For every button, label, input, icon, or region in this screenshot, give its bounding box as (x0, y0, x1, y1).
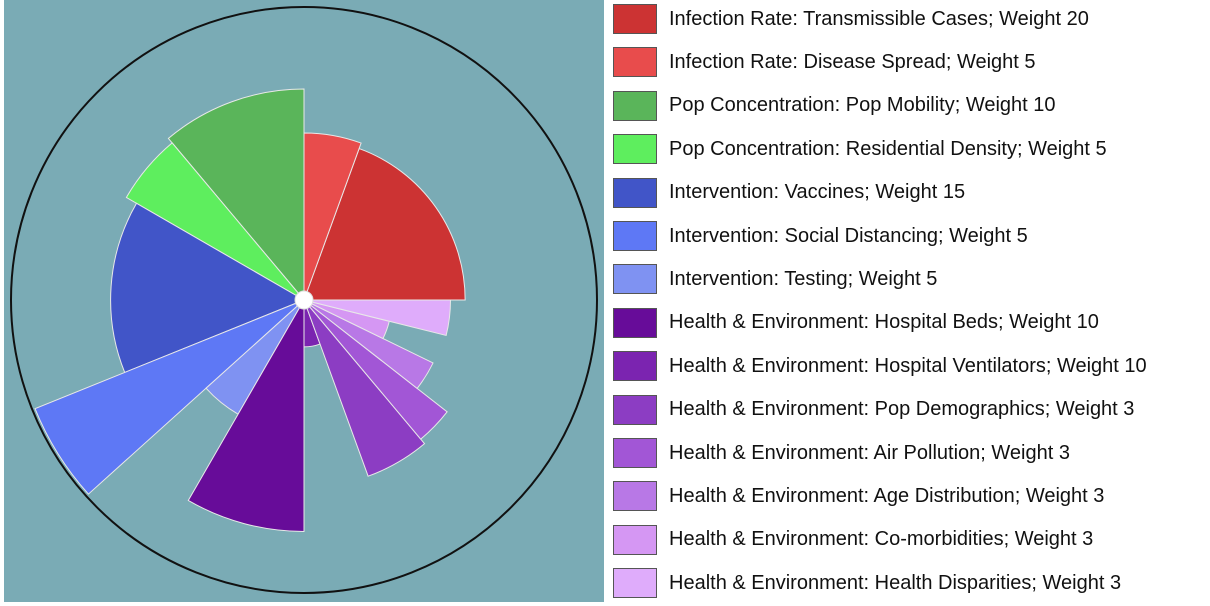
legend-item-1: Infection Rate: Disease Spread; Weight 5 (613, 45, 1210, 79)
chart-slice-7 (187, 298, 305, 532)
chart-legend: Infection Rate: Transmissible Cases; Wei… (613, 0, 1210, 606)
chart-canvas (4, 0, 604, 602)
legend-swatch (613, 351, 657, 382)
legend-label: Intervention: Social Distancing; Weight … (669, 224, 1028, 247)
chart-slice-2 (167, 88, 305, 302)
legend-item-7: Health & Environment: Hospital Beds; Wei… (613, 306, 1210, 340)
legend-label: Health & Environment: Air Pollution; Wei… (669, 441, 1070, 464)
legend-swatch (613, 568, 657, 599)
legend-item-11: Health & Environment: Age Distribution; … (613, 479, 1210, 513)
chart-slice-11 (303, 299, 434, 390)
legend-label: Pop Concentration: Pop Mobility; Weight … (669, 94, 1056, 117)
legend-item-10: Health & Environment: Air Pollution; Wei… (613, 436, 1210, 470)
legend-swatch (613, 524, 657, 555)
chart-slice-10 (303, 299, 448, 440)
legend-label: Pop Concentration: Residential Density; … (669, 137, 1107, 160)
legend-item-9: Health & Environment: Pop Demographics; … (613, 393, 1210, 427)
legend-swatch (613, 221, 657, 251)
chart-slice-4 (110, 202, 306, 374)
legend-label: Health & Environment: Pop Demographics; … (669, 398, 1135, 421)
legend-label: Health & Environment: Hospital Ventilato… (669, 354, 1147, 377)
chart-slice-0 (303, 147, 466, 301)
legend-swatch (613, 264, 657, 295)
legend-label: Intervention: Vaccines; Weight 15 (669, 181, 966, 204)
legend-label: Intervention: Testing; Weight 5 (669, 267, 938, 290)
center-hub (294, 290, 314, 310)
legend-swatch (613, 47, 657, 78)
legend-item-5: Intervention: Social Distancing; Weight … (613, 219, 1210, 253)
legend-swatch (613, 307, 657, 338)
legend-label: Infection Rate: Transmissible Cases; Wei… (669, 7, 1089, 30)
outer-ring (10, 6, 598, 594)
chart-slice-9 (303, 299, 426, 477)
legend-label: Health & Environment: Hospital Beds; Wei… (669, 311, 1099, 334)
chart-slice-5 (34, 299, 305, 495)
legend-swatch (613, 90, 657, 121)
legend-label: Health & Environment: Health Disparities… (669, 571, 1122, 594)
legend-swatch (613, 438, 657, 468)
chart-slice-13 (303, 299, 452, 337)
legend-swatch (613, 4, 657, 34)
chart-slice-3 (125, 142, 305, 301)
legend-label: Health & Environment: Age Distribution; … (669, 484, 1105, 507)
legend-item-2: Pop Concentration: Pop Mobility; Weight … (613, 89, 1210, 123)
polar-area-chart (4, 0, 604, 602)
legend-item-3: Pop Concentration: Residential Density; … (613, 132, 1210, 166)
legend-swatch (613, 481, 657, 512)
legend-swatch (613, 394, 657, 425)
legend-item-8: Health & Environment: Hospital Ventilato… (613, 349, 1210, 383)
legend-item-6: Intervention: Testing; Weight 5 (613, 262, 1210, 296)
legend-label: Health & Environment: Co-morbidities; We… (669, 528, 1094, 551)
legend-item-13: Health & Environment: Health Disparities… (613, 566, 1210, 600)
legend-item-0: Infection Rate: Transmissible Cases; Wei… (613, 2, 1210, 36)
legend-swatch (613, 177, 657, 208)
legend-item-4: Intervention: Vaccines; Weight 15 (613, 176, 1210, 210)
legend-swatch (613, 134, 657, 165)
legend-item-12: Health & Environment: Co-morbidities; We… (613, 523, 1210, 557)
legend-label: Infection Rate: Disease Spread; Weight 5 (669, 50, 1036, 73)
